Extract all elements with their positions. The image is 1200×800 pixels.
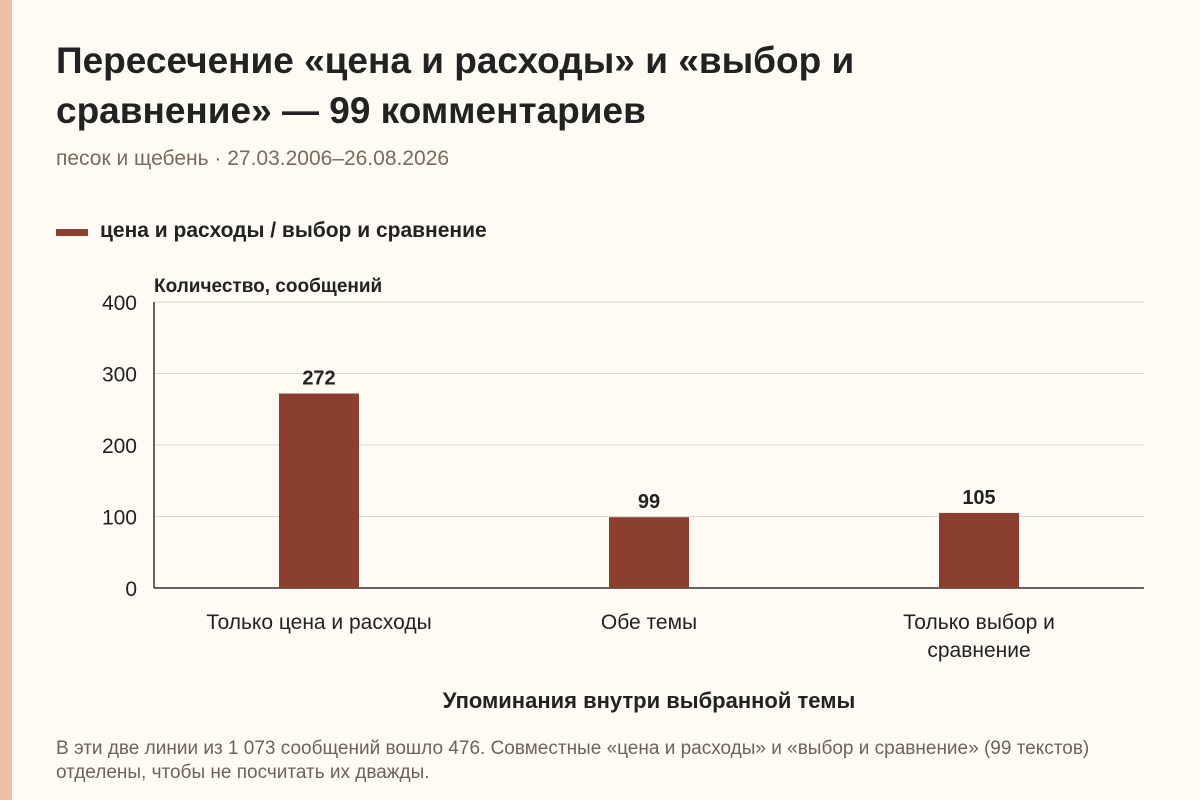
y-tick-label: 0 (125, 578, 137, 601)
footnote: В эти две линии из 1 073 сообщений вошло… (56, 738, 1090, 783)
x-tick-label: Только цена и расходы (206, 611, 431, 634)
data-label: 272 (302, 368, 335, 390)
y-tick-label: 200 (102, 435, 137, 458)
data-label: 99 (638, 491, 660, 513)
x-tick-label: Обе темы (601, 611, 697, 634)
x-axis-label: Упоминания внутри выбранной темы (443, 688, 856, 713)
x-tick-label: Только выбор и сравнение (903, 611, 1055, 662)
left-accent-bar (0, 0, 12, 800)
y-tick-label: 400 (102, 292, 137, 315)
bar (939, 512, 1019, 588)
legend-label: цена и расходы / выбор и сравнение (100, 219, 487, 242)
y-axis-label: Количество, сообщений (154, 276, 382, 297)
legend: цена и расходы / выбор и сравнение (56, 219, 487, 243)
bar (279, 393, 359, 588)
y-tick-label: 300 (102, 364, 137, 387)
chart-subtitle: песок и щебень · 27.03.2006–26.08.2026 (56, 147, 450, 170)
legend-swatch (56, 229, 88, 236)
bar (609, 517, 689, 588)
chart-title: Пересечение «цена и расходы» и «выбор и … (56, 40, 855, 131)
y-tick-label: 100 (102, 507, 137, 530)
data-label: 105 (962, 487, 995, 509)
